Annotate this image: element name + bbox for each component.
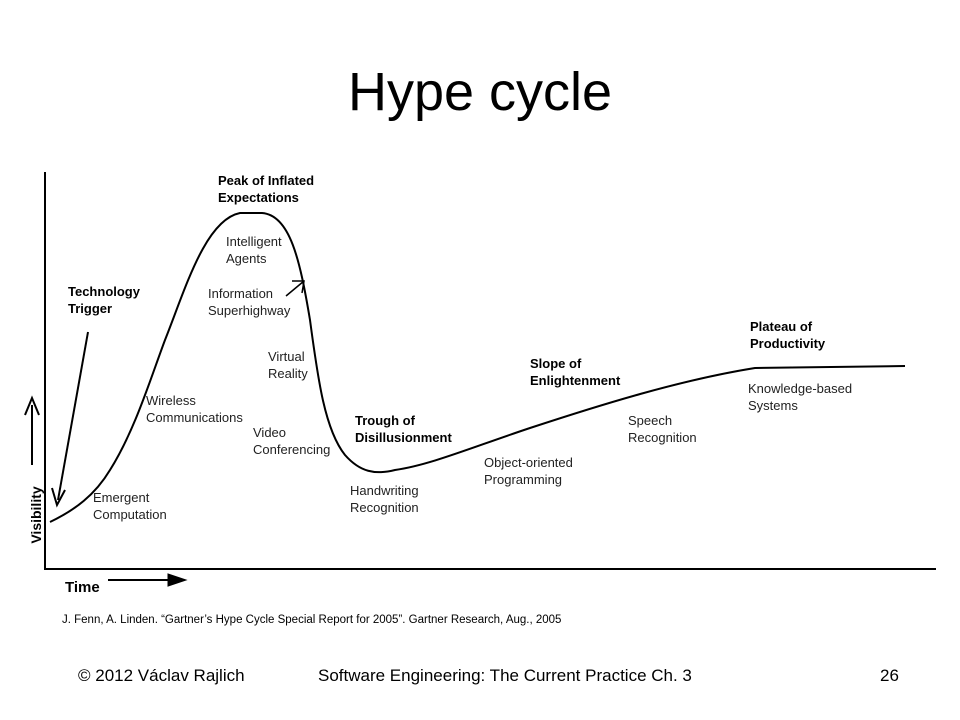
- technology-label-line: Speech: [628, 413, 672, 428]
- technology-label-line: Virtual: [268, 349, 305, 364]
- technology-label: Information Superhighway: [208, 286, 291, 318]
- technology-label: Wireless Communications: [146, 393, 243, 425]
- technology-label-line: Wireless: [146, 393, 196, 408]
- technology-label-line: Information: [208, 286, 273, 301]
- phase-label-line: Slope of: [530, 356, 582, 371]
- technology-label: Speech Recognition: [628, 413, 697, 445]
- visibility-arrowhead: [24, 395, 40, 416]
- phase-label: Peak of Inflated Expectations: [218, 173, 314, 205]
- technology-label-line: Computation: [93, 507, 167, 522]
- phase-label-line: Plateau of: [750, 319, 813, 334]
- technology-label: Emergent Computation: [93, 490, 167, 522]
- diagram-lines: [24, 172, 936, 587]
- technology-label: Virtual Reality: [268, 349, 308, 381]
- technology-label-line: Recognition: [628, 430, 697, 445]
- time-arrowhead: [167, 573, 188, 587]
- y-axis-label: Visibility: [28, 486, 44, 544]
- technology-label-line: Knowledge-based: [748, 381, 852, 396]
- footer-right: 26: [880, 666, 899, 685]
- phase-label-line: Productivity: [750, 336, 826, 351]
- trigger-pointer-head: [51, 487, 66, 508]
- phase-label-line: Technology: [68, 284, 141, 299]
- technology-label-line: Emergent: [93, 490, 150, 505]
- footer-left: © 2012 Václav Rajlich: [78, 666, 245, 685]
- info-pointer: [285, 280, 305, 297]
- technology-label: Knowledge-based Systems: [748, 381, 852, 413]
- slide-title: Hype cycle: [348, 62, 612, 122]
- technology-label-line: Agents: [226, 251, 267, 266]
- technology-label-line: Communications: [146, 410, 243, 425]
- technology-label-line: Handwriting: [350, 483, 419, 498]
- technology-label: Intelligent Agents: [226, 234, 282, 266]
- phase-label-line: Disillusionment: [355, 430, 452, 445]
- phase-label: Technology Trigger: [68, 284, 141, 316]
- phase-label: Slope of Enlightenment: [530, 356, 621, 388]
- hype-curve: [49, 212, 906, 523]
- phase-label-line: Expectations: [218, 190, 299, 205]
- phase-label: Trough of Disillusionment: [355, 413, 452, 445]
- citation: J. Fenn, A. Linden. “Gartner’s Hype Cycl…: [62, 614, 561, 626]
- technology-label: Video Conferencing: [253, 425, 330, 457]
- phase-label-line: Trigger: [68, 301, 112, 316]
- technology-label-line: Programming: [484, 472, 562, 487]
- phase-label: Plateau of Productivity: [750, 319, 826, 351]
- footer-center: Software Engineering: The Current Practi…: [318, 666, 692, 685]
- x-axis-label: Time: [65, 579, 100, 596]
- technology-label-line: Video: [253, 425, 286, 440]
- phase-label-line: Peak of Inflated: [218, 173, 314, 188]
- technology-label: Object-oriented Programming: [484, 455, 573, 487]
- technology-label-line: Intelligent: [226, 234, 282, 249]
- info-pointer-head: [292, 280, 305, 294]
- trigger-pointer: [57, 331, 89, 501]
- technology-label-line: Reality: [268, 366, 308, 381]
- technology-label-line: Recognition: [350, 500, 419, 515]
- technology-label-line: Conferencing: [253, 442, 330, 457]
- technology-label: Handwriting Recognition: [350, 483, 419, 515]
- technology-label-line: Superhighway: [208, 303, 291, 318]
- technology-label-line: Object-oriented: [484, 455, 573, 470]
- technology-label-line: Systems: [748, 398, 798, 413]
- phase-label-line: Enlightenment: [530, 373, 621, 388]
- phase-label-line: Trough of: [355, 413, 416, 428]
